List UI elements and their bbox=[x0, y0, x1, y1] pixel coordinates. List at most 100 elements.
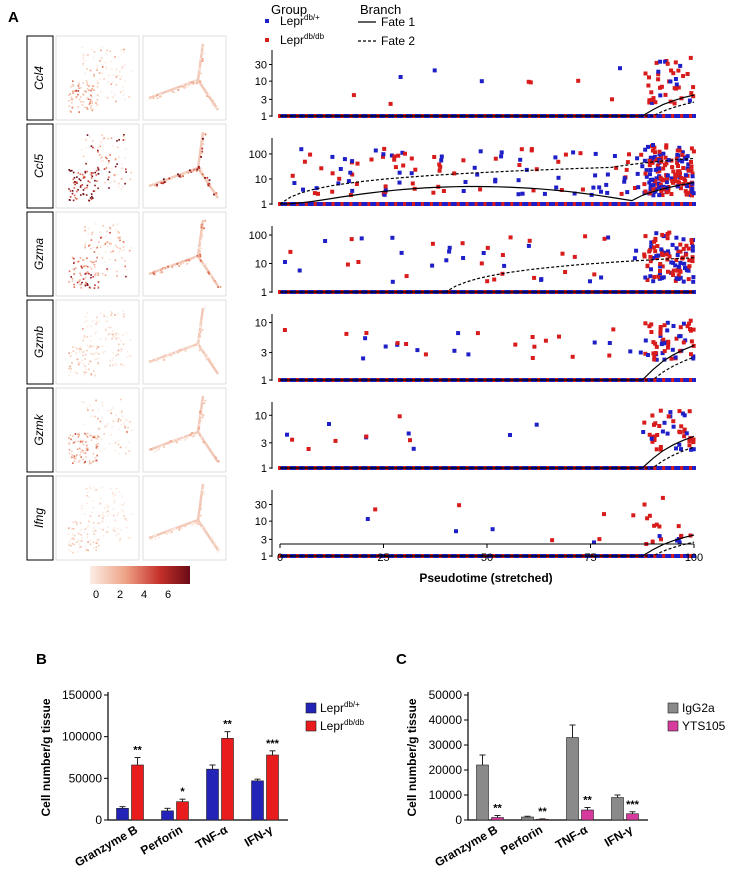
scatter-point bbox=[646, 144, 650, 149]
scatter-point bbox=[355, 161, 360, 166]
scatter-point bbox=[653, 167, 658, 172]
trajectory-cell bbox=[199, 521, 202, 524]
gene-label: Ifng bbox=[32, 508, 46, 528]
tsne-cell bbox=[72, 435, 74, 437]
scatter-point bbox=[650, 160, 655, 165]
tsne-cell bbox=[86, 444, 88, 447]
tsne-cell bbox=[116, 140, 118, 142]
scatter-point bbox=[674, 246, 679, 251]
tsne-cell bbox=[103, 168, 106, 170]
scatter-point bbox=[676, 249, 681, 254]
tsne-cell bbox=[124, 98, 126, 101]
scatter-point bbox=[591, 185, 596, 190]
tsne-cell bbox=[94, 415, 96, 418]
tsne-cell bbox=[105, 329, 107, 331]
trajectory-cell bbox=[207, 184, 210, 187]
tsne-cell bbox=[73, 283, 75, 286]
scatter-point bbox=[647, 554, 652, 558]
trajectory-cell bbox=[174, 439, 177, 442]
trajectory-cell bbox=[163, 178, 165, 181]
trajectory-cell bbox=[200, 508, 202, 510]
tsne-cell bbox=[76, 176, 78, 178]
scatter-point bbox=[651, 143, 655, 147]
scatter-point bbox=[650, 439, 655, 444]
tsne-cell bbox=[77, 440, 80, 443]
trajectory-cell bbox=[199, 415, 202, 417]
scatter-point bbox=[672, 101, 677, 106]
scatter-point bbox=[670, 242, 675, 247]
scatter-point bbox=[299, 147, 304, 152]
trajectory-cell bbox=[172, 439, 175, 441]
tsne-cell bbox=[89, 360, 92, 363]
tsne-cell bbox=[71, 90, 74, 92]
tsne-cell bbox=[117, 186, 120, 188]
scatter-point bbox=[660, 232, 665, 237]
tsne-cell bbox=[128, 355, 131, 357]
trajectory-cell bbox=[183, 525, 186, 528]
tsne-cell bbox=[110, 326, 113, 329]
trajectory-cell bbox=[163, 446, 165, 449]
trajectory-cell bbox=[178, 348, 181, 351]
tsne-cell bbox=[102, 273, 104, 275]
scatter-point bbox=[605, 190, 610, 195]
scatter-point bbox=[689, 164, 694, 169]
scatter-point bbox=[316, 202, 321, 206]
gene-label-box bbox=[26, 35, 54, 121]
scatter-point bbox=[639, 152, 644, 157]
tsne-cell bbox=[108, 442, 111, 445]
tsne-cell bbox=[92, 506, 95, 509]
scatter-point bbox=[642, 182, 647, 187]
tsne-cell bbox=[86, 336, 89, 338]
tsne-cell bbox=[89, 488, 92, 490]
tsne-cell bbox=[89, 404, 92, 407]
scatter-point bbox=[602, 512, 606, 517]
scatter-point bbox=[569, 202, 574, 206]
tsne-cell bbox=[97, 146, 99, 149]
tsne-cell bbox=[80, 528, 82, 531]
tsne-cell bbox=[109, 182, 111, 184]
scatter-point bbox=[578, 151, 583, 156]
tsne-cell bbox=[117, 349, 120, 352]
scatter-point bbox=[662, 323, 667, 328]
scatter-point bbox=[671, 114, 676, 118]
trajectory-cell bbox=[219, 285, 222, 288]
category-label: Granzyme B bbox=[72, 822, 140, 869]
scatter-point bbox=[658, 331, 663, 336]
trajectory-cell bbox=[159, 358, 161, 360]
tsne-cell bbox=[121, 163, 124, 165]
trajectory-cell bbox=[197, 338, 200, 341]
tsne-cell bbox=[73, 286, 76, 288]
trajectory-cell bbox=[192, 523, 195, 526]
scatter-point bbox=[659, 247, 664, 252]
scatter-point bbox=[617, 202, 622, 206]
scatter-point bbox=[680, 411, 685, 416]
scatter-point bbox=[376, 202, 381, 206]
scatter-point bbox=[472, 165, 477, 170]
y-tick-label: 50000 bbox=[429, 688, 463, 702]
scatter-point bbox=[381, 154, 385, 159]
tsne-cell bbox=[117, 337, 120, 339]
tsne-cell bbox=[68, 94, 70, 96]
tsne-cell bbox=[95, 331, 97, 333]
scatter-point bbox=[592, 540, 596, 545]
scatter-point bbox=[674, 554, 679, 558]
tsne-cell bbox=[72, 268, 74, 270]
tsne-cell bbox=[93, 73, 95, 76]
tsne-cell bbox=[70, 537, 73, 540]
tsne-cell bbox=[71, 102, 73, 104]
tsne-cell bbox=[116, 533, 118, 535]
scatter-point bbox=[689, 447, 694, 452]
scatter-point bbox=[690, 181, 695, 186]
trajectory-cell bbox=[200, 156, 202, 158]
tsne-cell bbox=[99, 514, 101, 516]
tsne-cell bbox=[103, 447, 105, 450]
tsne-cell bbox=[78, 351, 81, 353]
tsne-cell bbox=[125, 446, 128, 449]
scatter-point bbox=[652, 354, 657, 359]
tsne-cell bbox=[71, 98, 73, 101]
scatter-point bbox=[302, 159, 307, 164]
scatter-point bbox=[583, 234, 588, 239]
scatter-point bbox=[688, 327, 692, 331]
tsne-cell bbox=[70, 111, 72, 113]
tsne-cell bbox=[68, 169, 70, 171]
